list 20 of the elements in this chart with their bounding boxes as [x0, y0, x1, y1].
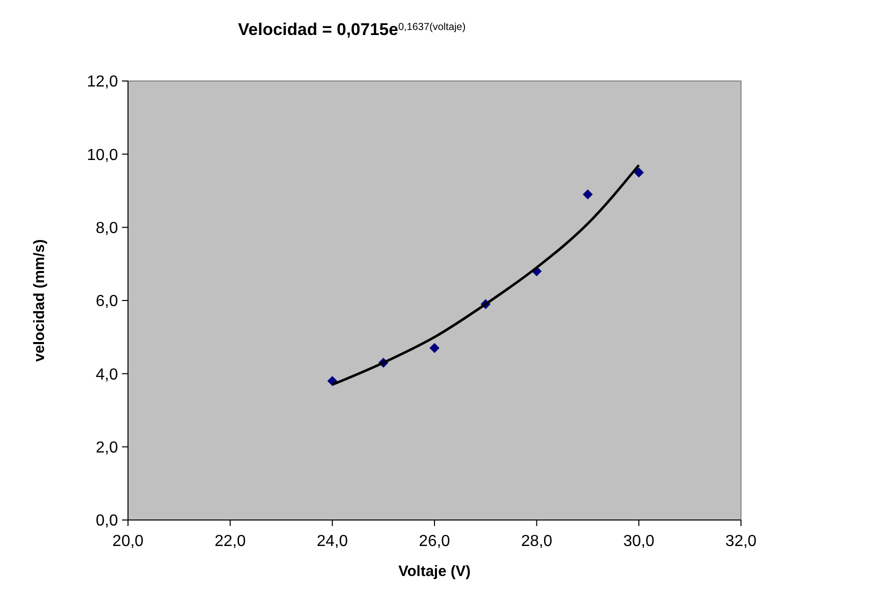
- point: [634, 167, 644, 178]
- y-axis-title: velocidad (mm/s): [31, 239, 48, 362]
- point: [430, 343, 440, 354]
- y-tick-label: 10,0: [86, 146, 118, 164]
- y-tick-label: 6,0: [96, 293, 118, 310]
- x-axis-title: Voltaje (V): [398, 563, 471, 580]
- y-tick-label: 2,0: [96, 439, 118, 456]
- x-tick-label: 24,0: [316, 533, 348, 550]
- x-tick-label: 32,0: [725, 533, 757, 550]
- y-tick-label: 12,0: [86, 74, 118, 91]
- y-tick-label: 8,0: [96, 220, 118, 237]
- y-tick-label: 0,0: [96, 512, 118, 530]
- x-tick-label: 28,0: [521, 533, 552, 550]
- x-tick-label: 26,0: [418, 533, 450, 550]
- x-tick-label: 22,0: [214, 533, 246, 550]
- chart-title: Velocidad = 0,0715e$^{0,1637(voltaje)}$: [238, 20, 466, 39]
- x-tick-label: 20,0: [112, 533, 144, 550]
- point: [582, 189, 593, 200]
- y-tick-label: 4,0: [96, 366, 118, 384]
- x-tick-label: 30,0: [623, 533, 655, 550]
